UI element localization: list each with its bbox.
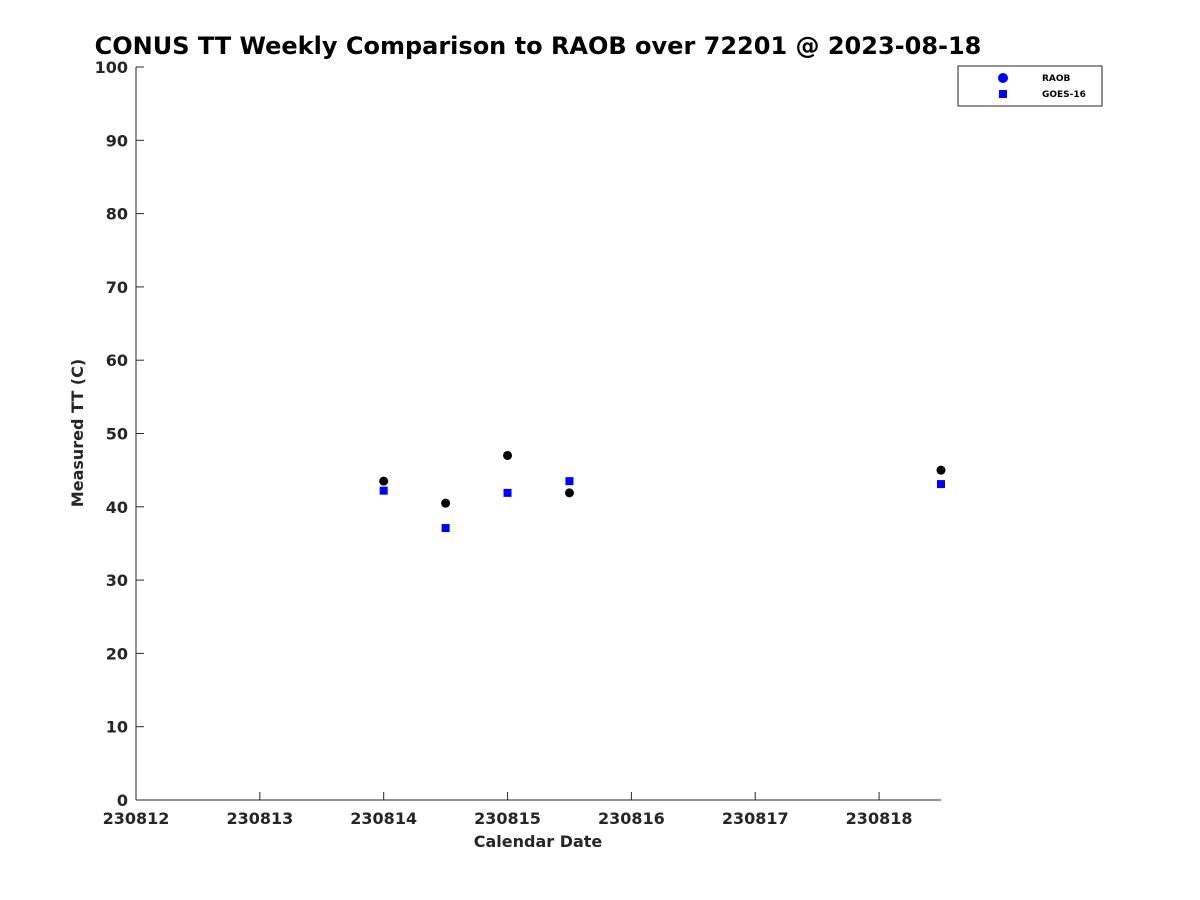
data-points: [379, 450, 946, 533]
raob-point: [936, 465, 946, 475]
goes16-point: [937, 480, 945, 489]
chart-title: CONUS TT Weekly Comparison to RAOB over …: [95, 32, 982, 60]
x-tick-label: 230815: [474, 809, 541, 828]
y-tick-label: 60: [106, 351, 128, 370]
x-tick-label: 230812: [103, 809, 170, 828]
y-tick-label: 20: [106, 644, 128, 663]
y-tick-label: 100: [95, 58, 128, 77]
legend-goes16-marker: [999, 90, 1007, 98]
y-tick-label: 70: [106, 278, 128, 297]
x-tick-label: 230818: [846, 809, 913, 828]
y-tick-label: 10: [106, 718, 128, 737]
raob-point: [379, 476, 389, 486]
x-tick-label: 230813: [226, 809, 293, 828]
legend-box: [957, 65, 1103, 107]
goes16-point: [379, 486, 388, 495]
y-tick-label: 90: [106, 131, 128, 150]
goes16-point: [441, 524, 450, 533]
x-tick-label: 230817: [722, 809, 789, 828]
raob-point: [441, 498, 451, 508]
x-tick-label: 230816: [598, 809, 665, 828]
y-tick-label: 30: [106, 571, 128, 590]
x-axis-label: Calendar Date: [474, 832, 603, 851]
y-axis-label: Measured TT (C): [68, 359, 87, 507]
goes16-point: [503, 488, 512, 497]
ticks: 0 10 20 30 40 50 60 70 80 90 100 230812 230813 230814…: [95, 58, 913, 828]
legend-raob-marker: [998, 73, 1008, 83]
legend: RAOB GOES-16: [957, 65, 1103, 107]
legend-raob-label: RAOB: [1042, 74, 1071, 84]
goes16-point: [565, 477, 574, 486]
y-tick-label: 50: [106, 425, 128, 444]
x-tick-label: 230814: [350, 809, 417, 828]
y-tick-label: 80: [106, 205, 128, 224]
raob-point: [503, 450, 513, 460]
y-tick-label: 40: [106, 498, 128, 517]
legend-goes16-label: GOES-16: [1042, 90, 1086, 100]
y-tick-label: 0: [117, 791, 128, 810]
raob-point: [564, 488, 574, 498]
axes: [135, 67, 941, 801]
